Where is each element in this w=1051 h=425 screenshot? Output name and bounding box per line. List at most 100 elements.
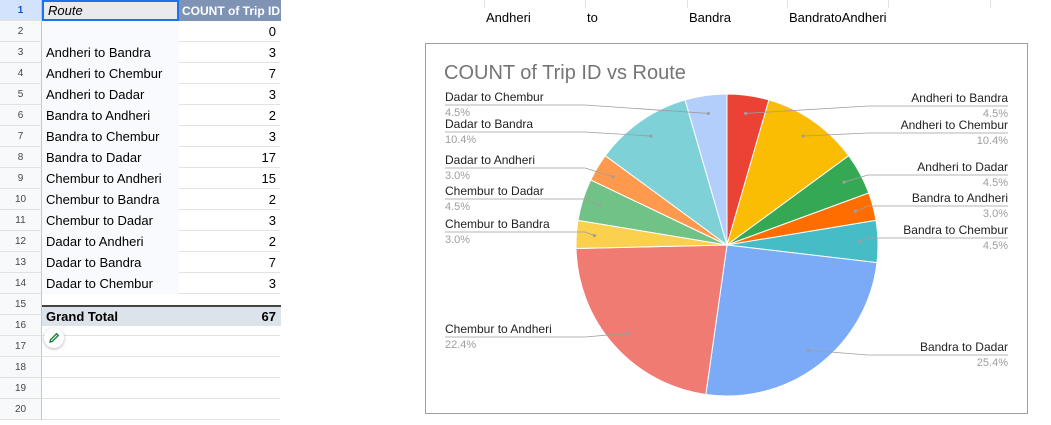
leader-dot (806, 348, 810, 352)
row-header[interactable]: 12 (0, 231, 42, 252)
header-count-label: COUNT of Trip ID (182, 3, 280, 18)
row-header[interactable]: 13 (0, 252, 42, 273)
cell-count[interactable]: 7 (268, 255, 276, 270)
row-header[interactable]: 6 (0, 105, 42, 126)
cell-route[interactable]: Chembur to Bandra (42, 189, 179, 210)
pie-slice[interactable] (575, 244, 728, 396)
row-header[interactable]: 19 (0, 378, 42, 399)
row-header[interactable]: 3 (0, 42, 42, 63)
row-header[interactable]: 11 (0, 210, 42, 231)
cell-count[interactable]: 2 (268, 192, 276, 207)
slice-percent: 3.0% (983, 208, 1008, 220)
leader-line (859, 237, 1008, 243)
cell-top-2[interactable]: to (587, 10, 598, 25)
leader-line (445, 167, 614, 178)
row-header[interactable]: 9 (0, 168, 42, 189)
slice-label: Dadar to Andheri (445, 153, 535, 167)
slice-label: Chembur to Dadar (445, 184, 544, 198)
slice-percent: 4.5% (445, 107, 470, 119)
row-header[interactable]: 16 (0, 315, 42, 336)
cell-route[interactable]: Andheri to Bandra (42, 42, 179, 63)
leader-line (808, 349, 1008, 356)
row-header[interactable]: 8 (0, 147, 42, 168)
header-cell-route[interactable]: Route (42, 0, 179, 21)
cell-count[interactable]: 3 (268, 129, 276, 144)
cell-count[interactable]: 2 (268, 108, 276, 123)
cell-top-1[interactable]: Andheri (486, 10, 531, 25)
header-cell-count[interactable]: COUNT of Trip ID (179, 0, 281, 21)
leader-dot (858, 240, 862, 244)
slice-percent: 3.0% (445, 234, 470, 246)
row-header[interactable]: 5 (0, 84, 42, 105)
cell-count[interactable]: 15 (261, 171, 276, 186)
row-header[interactable]: 18 (0, 357, 42, 378)
cell-count[interactable]: 3 (268, 45, 276, 60)
cell-route[interactable]: Chembur to Andheri (42, 168, 179, 189)
grand-total-value[interactable]: 67 (179, 305, 281, 326)
leader-line (745, 105, 1008, 114)
cell-route[interactable]: Dadar to Andheri (42, 231, 179, 252)
header-route-label: Route (48, 3, 83, 18)
cell-route[interactable]: Andheri to Chembur (42, 63, 179, 84)
cell-count[interactable]: 3 (268, 276, 276, 291)
pencil-icon (49, 332, 60, 343)
slice-percent: 10.4% (977, 135, 1008, 147)
grand-total-label[interactable]: Grand Total (42, 305, 179, 326)
leader-line (855, 205, 1008, 212)
cell-count-blank[interactable]: 0 (268, 24, 276, 39)
cell-route[interactable]: Andheri to Dadar (42, 84, 179, 105)
cell-route[interactable]: Dadar to Chembur (42, 273, 179, 294)
row-header[interactable]: 17 (0, 336, 42, 357)
slice-label: Andheri to Chembur (901, 118, 1008, 132)
leader-line (445, 231, 595, 237)
leader-line (445, 131, 651, 137)
cell-top-4[interactable]: BandratoAndheri (789, 10, 887, 25)
edit-pivot-button[interactable] (44, 328, 64, 348)
row-header[interactable]: 1 (0, 0, 42, 21)
leader-dot (598, 203, 602, 207)
leader-line (445, 198, 601, 206)
slice-percent: 25.4% (977, 357, 1008, 369)
cell-count[interactable]: 3 (268, 213, 276, 228)
chart-title: COUNT of Trip ID vs Route (444, 62, 686, 84)
pie-slice[interactable] (684, 93, 728, 246)
slice-percent: 3.0% (445, 170, 470, 182)
leader-dot (744, 111, 748, 116)
pie-chart[interactable]: COUNT of Trip ID vs Route Andheri to Ban… (425, 43, 1028, 414)
row-header[interactable]: 4 (0, 63, 42, 84)
slice-label: Andheri to Dadar (917, 160, 1008, 174)
pie-slice[interactable] (604, 99, 728, 247)
slice-label: Bandra to Chembur (903, 223, 1008, 237)
cell-count[interactable]: 3 (268, 87, 276, 102)
cell-route[interactable]: Chembur to Dadar (42, 210, 179, 231)
leader-dot (626, 331, 630, 335)
row-header[interactable]: 14 (0, 273, 42, 294)
cell-top-3[interactable]: Bandra (689, 10, 731, 25)
row-header[interactable]: 7 (0, 126, 42, 147)
slice-percent: 4.5% (983, 177, 1008, 189)
cell-count[interactable]: 17 (261, 150, 276, 165)
cell-route-blank[interactable] (42, 21, 179, 42)
cell-route[interactable]: Dadar to Bandra (42, 252, 179, 273)
leader-line (445, 104, 709, 114)
slice-label: Dadar to Chembur (445, 90, 544, 104)
slice-percent: 4.5% (983, 240, 1008, 252)
leader-dot (649, 134, 653, 138)
leader-dot (592, 234, 597, 238)
cell-route[interactable]: Bandra to Andheri (42, 105, 179, 126)
cell-route[interactable]: Bandra to Chembur (42, 126, 179, 147)
row-header[interactable]: 10 (0, 189, 42, 210)
cell-count[interactable]: 7 (268, 66, 276, 81)
slice-label: Chembur to Bandra (445, 217, 550, 231)
row-header[interactable]: 2 (0, 21, 42, 42)
row-header[interactable]: 15 (0, 294, 42, 315)
cell-count[interactable]: 2 (268, 234, 276, 249)
pie-slice[interactable] (726, 99, 850, 247)
leader-dot (706, 111, 710, 116)
cell-route[interactable]: Bandra to Dadar (42, 147, 179, 168)
row-header[interactable]: 20 (0, 399, 42, 420)
pie-slice[interactable] (705, 244, 878, 397)
slice-percent: 4.5% (983, 108, 1008, 120)
slice-label: Bandra to Andheri (912, 191, 1008, 205)
